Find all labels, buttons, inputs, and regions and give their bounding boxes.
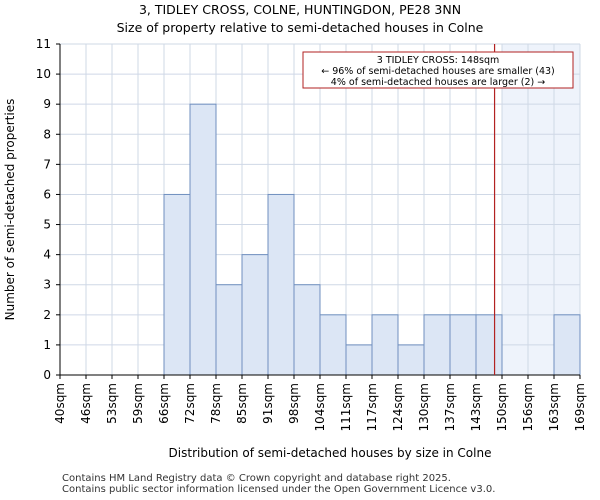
bar (241, 254, 269, 376)
annotation-line-1: 3 TIDLEY CROSS: 148sqm (377, 55, 499, 66)
x-tick-label: 137sqm (443, 383, 457, 431)
x-tick-label: 156sqm (521, 383, 535, 431)
x-tick-label: 104sqm (313, 383, 327, 431)
y-tick-label: 4 (43, 248, 51, 262)
y-tick-label: 3 (43, 278, 51, 292)
x-tick-label: 53sqm (105, 383, 119, 424)
x-tick-label: 46sqm (79, 383, 93, 424)
x-tick-label: 72sqm (183, 383, 197, 424)
footer-line-2: Contains public sector information licen… (62, 484, 496, 495)
x-tick-label: 85sqm (235, 383, 249, 424)
bar (189, 103, 217, 376)
y-tick-label: 2 (43, 308, 51, 322)
bar (215, 284, 243, 376)
y-tick-label: 8 (43, 127, 51, 141)
x-axis-title: Distribution of semi-detached houses by … (169, 446, 492, 460)
y-tick-label: 9 (43, 97, 51, 111)
bar (293, 284, 321, 376)
x-tick-label: 66sqm (157, 383, 171, 424)
bar (423, 314, 451, 376)
bar (163, 193, 191, 376)
y-tick-label: 1 (43, 338, 51, 352)
footer-line-1: Contains HM Land Registry data © Crown c… (62, 473, 451, 484)
y-axis-title: Number of semi-detached properties (3, 99, 17, 321)
y-tick-label: 10 (36, 67, 51, 81)
annotation-box (302, 51, 574, 89)
x-tick-label: 111sqm (339, 383, 353, 431)
x-tick-label: 150sqm (495, 383, 509, 431)
chart-title: 3, TIDLEY CROSS, COLNE, HUNTINGDON, PE28… (138, 2, 462, 17)
chart-subtitle: Size of property relative to semi-detach… (116, 20, 484, 35)
annotation-line-3: 4% of semi-detached houses are larger (2… (331, 77, 545, 88)
x-tick-label: 124sqm (391, 383, 405, 431)
annotation-line-2: ← 96% of semi-detached houses are smalle… (321, 66, 555, 77)
y-tick-label: 0 (43, 368, 51, 382)
bar (345, 344, 373, 376)
bar (449, 314, 477, 376)
bar (371, 314, 399, 376)
bar (553, 314, 581, 376)
y-tick-label: 7 (43, 157, 51, 171)
y-tick-label: 11 (36, 37, 51, 51)
x-tick-label: 40sqm (53, 383, 67, 424)
bar (475, 314, 503, 376)
x-tick-label: 98sqm (287, 383, 301, 424)
y-tick-label: 5 (43, 218, 51, 232)
y-tick-label: 6 (43, 187, 51, 201)
bar (319, 314, 347, 376)
x-tick-label: 130sqm (417, 383, 431, 431)
x-tick-label: 91sqm (261, 383, 275, 424)
bar (397, 344, 425, 376)
x-tick-label: 59sqm (131, 383, 145, 424)
x-tick-label: 163sqm (547, 383, 561, 431)
x-tick-label: 143sqm (469, 383, 483, 431)
bar (267, 193, 295, 376)
x-tick-label: 169sqm (573, 383, 587, 431)
x-tick-label: 78sqm (209, 383, 223, 424)
x-tick-label: 117sqm (365, 383, 379, 431)
